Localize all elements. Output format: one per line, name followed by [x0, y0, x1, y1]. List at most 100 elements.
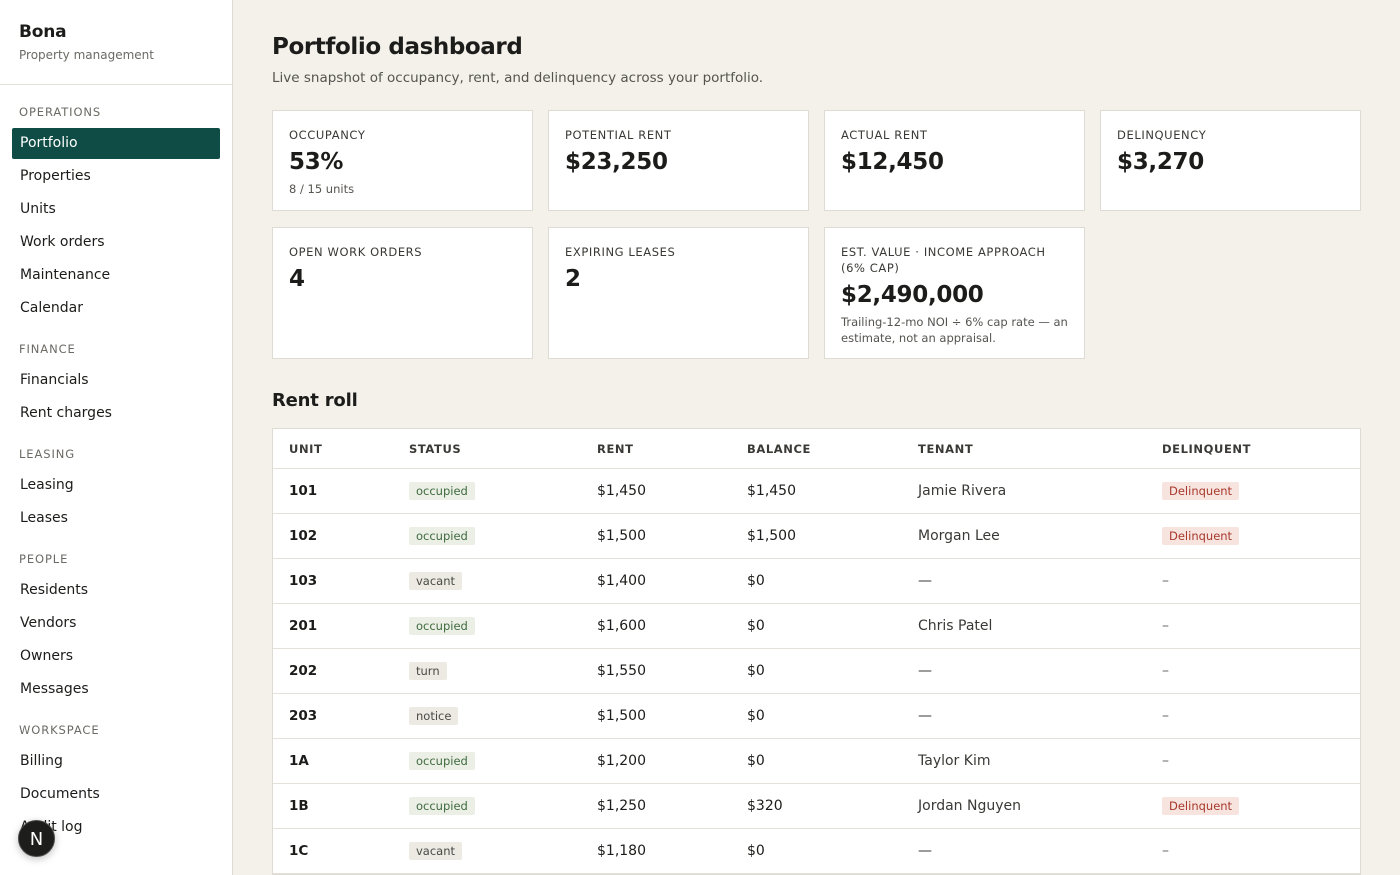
status-badge: occupied	[409, 617, 475, 635]
status-cell: occupied	[409, 739, 475, 783]
rent-cell: $1,550	[597, 663, 646, 679]
status-cell: occupied	[409, 604, 475, 648]
status-badge: occupied	[409, 752, 475, 770]
delinquent-cell: –	[1162, 843, 1169, 859]
delinquent-cell: –	[1162, 573, 1169, 589]
delinquent-badge: Delinquent	[1162, 527, 1240, 545]
card-note: Trailing-12-mo NOI ÷ 6% cap rate — an es…	[841, 315, 1068, 345]
sidebar-item-messages[interactable]: Messages	[20, 681, 89, 697]
sidebar-item-portfolio[interactable]: Portfolio	[12, 128, 220, 159]
rent-cell: $1,600	[597, 618, 646, 634]
tenant-cell: Jordan Nguyen	[918, 798, 1021, 814]
table-row[interactable]: 102 occupied $1,500 $1,500 Morgan Lee Delinqu…	[273, 514, 1360, 559]
table-row[interactable]: 101 occupied $1,450 $1,450 Jamie Rivera Delin…	[273, 469, 1360, 514]
rent-cell: $1,250	[597, 798, 646, 814]
table-row[interactable]: 203 notice $1,500 $0 — –	[273, 694, 1360, 739]
nav-group-finance: FINANCE Financials Rent charges	[0, 333, 232, 429]
delinquent-cell: Delinquent	[1162, 784, 1240, 828]
unit-cell: 202	[289, 663, 318, 679]
card-label: DELINQUENCY	[1117, 128, 1207, 142]
sidebar-item-units[interactable]: Units	[20, 201, 56, 217]
balance-cell: $0	[747, 618, 765, 634]
unit-cell: 1C	[289, 843, 309, 859]
status-cell: notice	[409, 694, 459, 738]
card-value: $12,450	[841, 149, 944, 175]
potential-rent-card: POTENTIAL RENT $23,250	[548, 110, 809, 211]
table-row[interactable]: 1B occupied $1,250 $320 Jordan Nguyen Delinqu…	[273, 784, 1360, 829]
unit-cell: 101	[289, 483, 318, 499]
delinquent-cell: Delinquent	[1162, 514, 1240, 558]
delinquency-card: DELINQUENCY $3,270	[1100, 110, 1361, 211]
column-header-unit[interactable]: UNIT	[289, 442, 323, 456]
status-cell: vacant	[409, 559, 463, 603]
column-header-rent[interactable]: RENT	[597, 442, 634, 456]
status-badge: vacant	[409, 842, 463, 860]
sidebar-item-vendors[interactable]: Vendors	[20, 615, 77, 631]
sidebar-item-billing[interactable]: Billing	[20, 753, 63, 769]
brand: Bona Property management	[0, 0, 232, 85]
table-row[interactable]: 202 turn $1,550 $0 — –	[273, 649, 1360, 694]
table-row[interactable]: 1C vacant $1,180 $0 — –	[273, 829, 1360, 874]
column-header-balance[interactable]: BALANCE	[747, 442, 812, 456]
est-value-card: EST. VALUE · INCOME APPROACH (6% CAP) $2…	[824, 227, 1085, 359]
card-label: ACTUAL RENT	[841, 128, 928, 142]
status-badge: vacant	[409, 572, 463, 590]
card-label: EXPIRING LEASES	[565, 245, 676, 259]
page-subtitle: Live snapshot of occupancy, rent, and de…	[272, 70, 764, 86]
status-badge: turn	[409, 662, 447, 680]
rent-cell: $1,200	[597, 753, 646, 769]
sidebar-item-leasing[interactable]: Leasing	[20, 477, 74, 493]
sidebar-item-properties[interactable]: Properties	[20, 168, 91, 184]
sidebar-item-work-orders[interactable]: Work orders	[20, 234, 105, 250]
sidebar-item-owners[interactable]: Owners	[20, 648, 74, 664]
delinquent-cell: –	[1162, 618, 1169, 634]
tenant-cell: —	[918, 708, 932, 724]
unit-cell: 1B	[289, 798, 309, 814]
nav-section-label: WORKSPACE	[19, 723, 100, 737]
column-header-tenant[interactable]: TENANT	[918, 442, 974, 456]
delinquent-cell: –	[1162, 753, 1169, 769]
kpi-cards: OCCUPANCY 53% 8 / 15 units POTENTIAL REN…	[272, 110, 1361, 360]
delinquent-cell: –	[1162, 708, 1169, 724]
unit-cell: 102	[289, 528, 318, 544]
balance-cell: $320	[747, 798, 783, 814]
sidebar-item-documents[interactable]: Documents	[20, 786, 100, 802]
sidebar-item-residents[interactable]: Residents	[20, 582, 89, 598]
card-label: OCCUPANCY	[289, 128, 366, 142]
sidebar-item-calendar[interactable]: Calendar	[20, 300, 83, 316]
actual-rent-card: ACTUAL RENT $12,450	[824, 110, 1085, 211]
table-row[interactable]: 201 occupied $1,600 $0 Chris Patel –	[273, 604, 1360, 649]
sidebar-item-maintenance[interactable]: Maintenance	[20, 267, 111, 283]
table-row[interactable]: 1A occupied $1,200 $0 Taylor Kim –	[273, 739, 1360, 784]
table-row[interactable]: 103 vacant $1,400 $0 — –	[273, 559, 1360, 604]
unit-cell: 1A	[289, 753, 309, 769]
unit-cell: 201	[289, 618, 318, 634]
column-header-delinquent[interactable]: DELINQUENT	[1162, 442, 1252, 456]
card-label: POTENTIAL RENT	[565, 128, 672, 142]
tenant-cell: Morgan Lee	[918, 528, 1000, 544]
card-value: $2,490,000	[841, 282, 984, 308]
open-work-orders-card: OPEN WORK ORDERS 4	[272, 227, 533, 359]
main-content: Portfolio dashboard Live snapshot of occ…	[272, 0, 1361, 875]
rent-cell: $1,180	[597, 843, 646, 859]
tenant-cell: Chris Patel	[918, 618, 993, 634]
user-avatar[interactable]: N	[18, 820, 55, 857]
rent-cell: $1,450	[597, 483, 646, 499]
sidebar-item-financials[interactable]: Financials	[20, 372, 89, 388]
column-header-status[interactable]: STATUS	[409, 442, 462, 456]
sidebar-nav: OPERATIONS Portfolio Properties Units Work o…	[0, 85, 232, 843]
sidebar-item-rent-charges[interactable]: Rent charges	[20, 405, 112, 421]
card-note: 8 / 15 units	[289, 182, 355, 196]
status-cell: occupied	[409, 784, 475, 828]
nav-group-operations: OPERATIONS Portfolio Properties Units Work o…	[0, 96, 232, 324]
delinquent-badge: Delinquent	[1162, 482, 1240, 500]
balance-cell: $1,450	[747, 483, 796, 499]
balance-cell: $0	[747, 663, 765, 679]
delinquent-cell: –	[1162, 663, 1169, 679]
rent-cell: $1,500	[597, 708, 646, 724]
sidebar-item-leases[interactable]: Leases	[20, 510, 68, 526]
tenant-cell: Taylor Kim	[918, 753, 991, 769]
nav-group-leasing: LEASING Leasing Leases	[0, 438, 232, 534]
status-badge: occupied	[409, 482, 475, 500]
unit-cell: 203	[289, 708, 318, 724]
